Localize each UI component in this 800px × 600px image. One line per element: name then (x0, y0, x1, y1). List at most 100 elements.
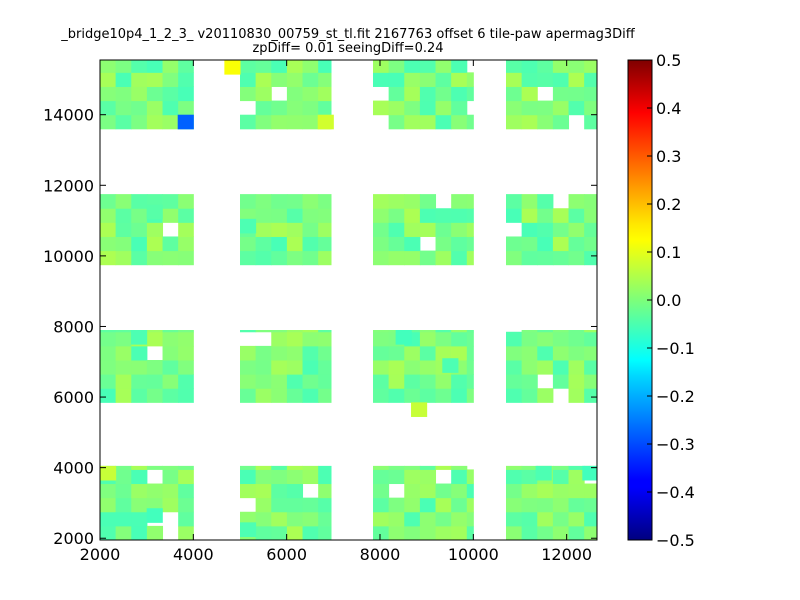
heatmap-cell (178, 331, 194, 347)
heatmap-cell (506, 86, 523, 102)
heatmap-cell (286, 194, 304, 209)
heatmap-cell (162, 388, 179, 403)
heatmap-cell (537, 194, 554, 209)
heatmap-cell (271, 114, 288, 130)
heatmap-cell (451, 345, 468, 361)
heatmap-cell (404, 483, 421, 499)
heatmap-cell (568, 222, 585, 237)
heatmap-cell (584, 374, 597, 389)
heatmap-cell (506, 345, 523, 361)
heatmap-cell (178, 100, 194, 116)
heatmap-cell (537, 60, 554, 73)
heatmap-cell (521, 236, 538, 252)
heatmap-cell (286, 331, 304, 347)
heatmap-cell (451, 236, 468, 252)
heatmap-cell (419, 483, 437, 499)
heatmap-cell (466, 525, 474, 540)
heatmap-cell (255, 208, 272, 223)
heatmap-cell (100, 345, 117, 361)
heatmap-cell (404, 374, 421, 389)
colorbar-tick-label: −0.2 (656, 387, 695, 406)
heatmap-cell (552, 222, 570, 237)
heatmap-cell (373, 469, 390, 485)
heatmap-cell (451, 388, 468, 403)
heatmap-cell (552, 236, 570, 252)
heatmap-cell (162, 469, 179, 485)
heatmap-cell (466, 483, 474, 499)
heatmap-cell (552, 250, 570, 266)
heatmap-cell (100, 388, 117, 403)
heatmap-cell (466, 511, 474, 527)
heatmap-cell (388, 222, 405, 237)
heatmap-cell-highlight (240, 522, 257, 537)
heatmap-cell (162, 483, 179, 499)
heatmap-cell (271, 208, 288, 223)
heatmap-cell (318, 86, 332, 102)
y-tick-label: 14000 (43, 106, 94, 125)
heatmap-cell (568, 483, 585, 499)
heatmap-cell (435, 114, 452, 130)
heatmap-cell (466, 222, 474, 237)
heatmap-cell (388, 497, 405, 513)
heatmap-cell (435, 331, 452, 347)
heatmap-cell (286, 208, 304, 223)
heatmap-cell (318, 331, 332, 347)
heatmap-cell (466, 86, 474, 102)
heatmap-cell (286, 360, 304, 375)
heatmap-cell (162, 86, 179, 102)
heatmap-cell (506, 194, 523, 209)
heatmap-cell (388, 388, 405, 403)
heatmap-cell (584, 345, 597, 361)
heatmap-cell (388, 465, 405, 470)
heatmap-cell-highlight (100, 465, 117, 481)
heatmap-cell (388, 374, 405, 389)
heatmap-cell (271, 72, 288, 87)
heatmap-cell (466, 469, 474, 485)
heatmap-cell (404, 100, 421, 116)
heatmap-cell (521, 360, 538, 375)
heatmap-cell (552, 114, 570, 130)
heatmap-cell (318, 194, 332, 209)
heatmap-cell (537, 72, 554, 87)
heatmap-cell (521, 114, 538, 130)
heatmap-cell (271, 469, 288, 485)
heatmap-cell (537, 250, 554, 266)
heatmap-cell (286, 374, 304, 389)
heatmap-cell (419, 100, 437, 116)
heatmap-cell (318, 250, 332, 266)
heatmap-cell (255, 222, 272, 237)
heatmap-cell (404, 60, 421, 73)
heatmap-cell (302, 497, 319, 513)
heatmap-cell (373, 465, 390, 470)
heatmap-cell (146, 330, 164, 333)
heatmap-cell (466, 72, 474, 87)
heatmap-cell (115, 331, 132, 347)
heatmap-cell (162, 360, 179, 375)
heatmap-cell (521, 222, 538, 237)
heatmap-cell (318, 208, 332, 223)
heatmap-cell (451, 374, 468, 389)
heatmap-cell (388, 114, 405, 130)
x-tick-label: 6000 (266, 545, 307, 564)
heatmap-cell (419, 208, 437, 223)
heatmap-cell (318, 511, 332, 527)
heatmap-cell (419, 497, 437, 513)
heatmap-cell (537, 222, 554, 237)
colorbar-tick-label: 0.1 (656, 243, 681, 262)
heatmap-cell (100, 222, 117, 237)
heatmap-cell (318, 483, 332, 499)
heatmap-cell (584, 236, 597, 252)
heatmap-cell (568, 360, 585, 375)
heatmap-cell (388, 250, 405, 266)
heatmap-cell (404, 525, 421, 540)
heatmap-cell (568, 250, 585, 266)
heatmap-cell (255, 236, 272, 252)
heatmap-cell (115, 388, 132, 403)
heatmap-cell (318, 465, 332, 470)
heatmap-cell (521, 100, 538, 116)
heatmap-cell (302, 72, 319, 87)
heatmap-cell (435, 60, 452, 73)
heatmap-cell (435, 388, 452, 403)
heatmap-cell (552, 465, 570, 470)
